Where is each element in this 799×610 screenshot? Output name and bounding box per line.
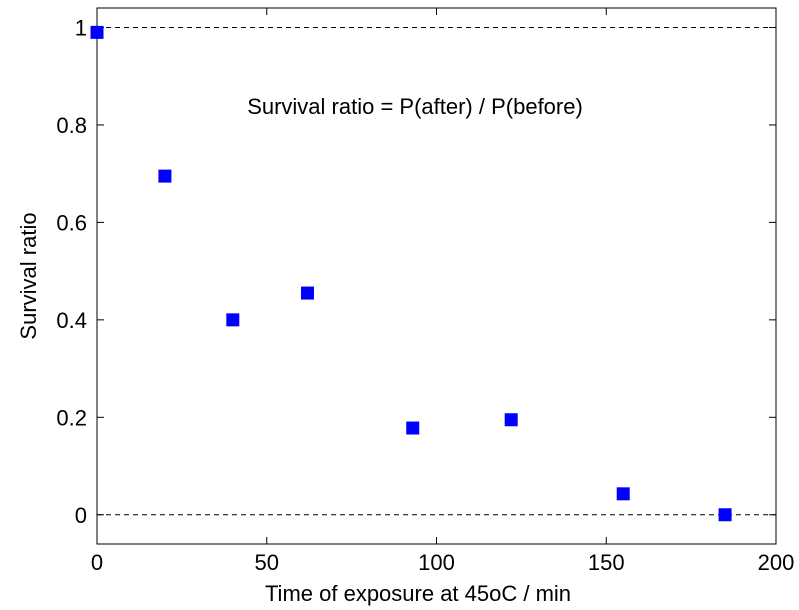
data-point — [616, 487, 630, 501]
y-axis-label: Survival ratio — [16, 212, 41, 339]
data-point — [226, 313, 240, 327]
y-tick-label: 1 — [75, 15, 87, 40]
data-point — [90, 25, 104, 39]
y-tick-label: 0.6 — [56, 210, 87, 235]
chart-annotation: Survival ratio = P(after) / P(before) — [247, 94, 583, 119]
x-tick-label: 200 — [758, 550, 795, 575]
y-tick-label: 0.4 — [56, 308, 87, 333]
data-point — [300, 286, 314, 300]
x-axis-label: Time of exposure at 45oC / min — [265, 581, 571, 606]
plot-frame — [96, 7, 777, 545]
axis-ticks: 0 50 100 150 200 0 0.2 0.4 0.6 0.8 1 — [56, 8, 794, 575]
x-tick-label: 150 — [588, 550, 625, 575]
x-tick-label: 100 — [418, 550, 455, 575]
data-point — [504, 413, 518, 427]
y-tick-label: 0 — [75, 503, 87, 528]
data-points — [90, 25, 732, 522]
y-tick-label: 0.8 — [56, 113, 87, 138]
data-point — [718, 508, 732, 522]
data-point — [406, 421, 420, 435]
x-tick-label: 50 — [255, 550, 279, 575]
y-tick-label: 0.2 — [56, 405, 87, 430]
x-tick-label: 0 — [91, 550, 103, 575]
data-point — [158, 169, 172, 183]
